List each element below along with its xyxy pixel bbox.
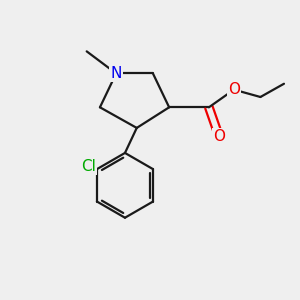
Text: O: O: [228, 82, 240, 97]
Text: Cl: Cl: [81, 159, 95, 174]
Text: O: O: [213, 129, 225, 144]
Text: N: N: [110, 66, 122, 81]
